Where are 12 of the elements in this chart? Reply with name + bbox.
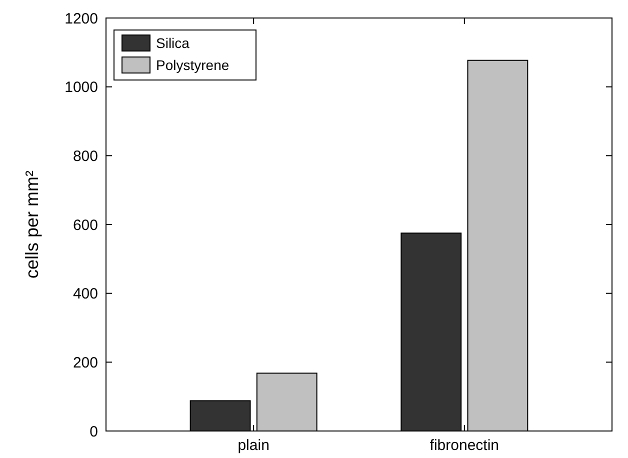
y-tick-label: 200 [72, 354, 98, 372]
y-tick-label: 1000 [64, 79, 98, 96]
legend-label: Silica [156, 34, 190, 51]
x-tick-label: plain [238, 437, 270, 454]
y-tick-label: 1200 [64, 10, 98, 28]
y-tick-label: 800 [72, 148, 98, 165]
x-tick-label: fibronectin [430, 437, 500, 454]
y-axis-title: cells per mm² [22, 170, 42, 279]
y-tick-label: 600 [72, 216, 98, 234]
y-tick-label: 0 [90, 423, 98, 440]
y-tick-label: 400 [72, 286, 98, 303]
legend-label: Polystyrene [156, 56, 230, 73]
